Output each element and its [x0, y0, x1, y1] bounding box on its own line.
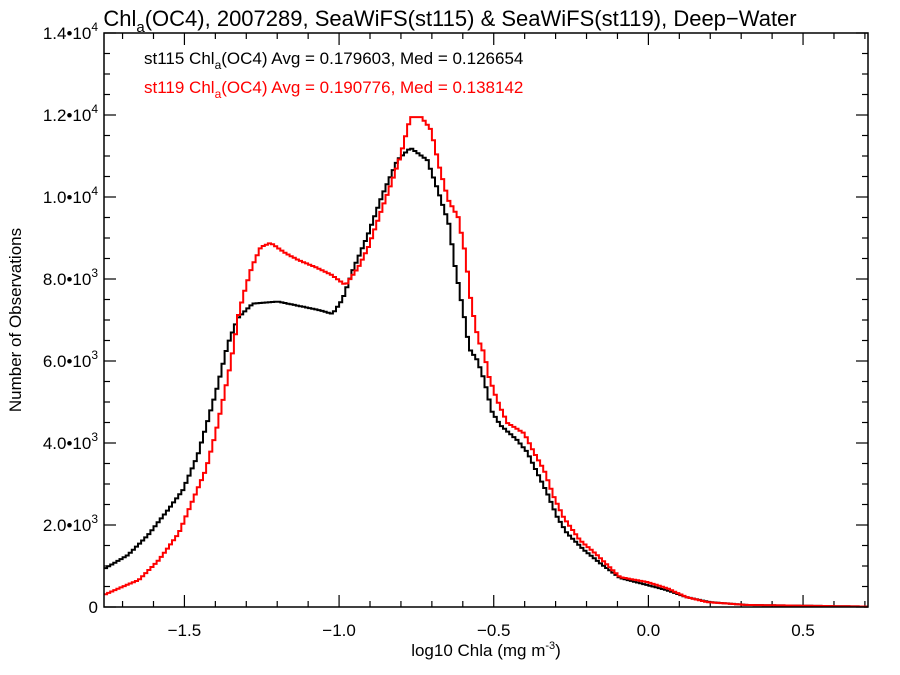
y-tick-label: 0 — [89, 598, 98, 617]
y-axis-label: Number of Observations — [6, 228, 25, 412]
plot-frame — [103, 32, 869, 608]
x-tick-label: −1.5 — [168, 621, 202, 640]
x-tick-label: 0.0 — [637, 621, 661, 640]
y-tick-label: 1.0•104 — [43, 184, 99, 207]
x-axis-label: log10 Chla (mg m-3) — [411, 640, 561, 660]
legend-entry-st119: st119 Chla(OC4) Avg = 0.190776, Med = 0.… — [144, 78, 523, 101]
y-tick-label: 1.4•104 — [43, 20, 99, 43]
tick-labels: −1.5 −1.0 −0.5 0.0 0.5 0 2.0•103 4.0•103 6.0•103… — [43, 20, 815, 640]
histogram-series-st119 — [104, 116, 868, 608]
histogram-series-st115 — [104, 147, 868, 608]
x-tick-label: 0.5 — [791, 621, 815, 640]
legend-entry-st115: st115 Chla(OC4) Avg = 0.179603, Med = 0.… — [144, 49, 523, 72]
y-tick-label: 8.0•103 — [43, 266, 99, 289]
y-tick-label: 6.0•103 — [43, 348, 99, 371]
chart-title: Chla(OC4), 2007289, SeaWiFS(st115) & Sea… — [103, 6, 796, 36]
x-tick-label: −0.5 — [477, 621, 511, 640]
y-tick-label: 2.0•103 — [43, 512, 99, 535]
axis-ticks — [104, 32, 868, 608]
x-tick-label: −1.0 — [322, 621, 356, 640]
series-group — [104, 116, 868, 608]
y-tick-label: 4.0•103 — [43, 430, 99, 453]
y-tick-label: 1.2•104 — [43, 102, 99, 125]
